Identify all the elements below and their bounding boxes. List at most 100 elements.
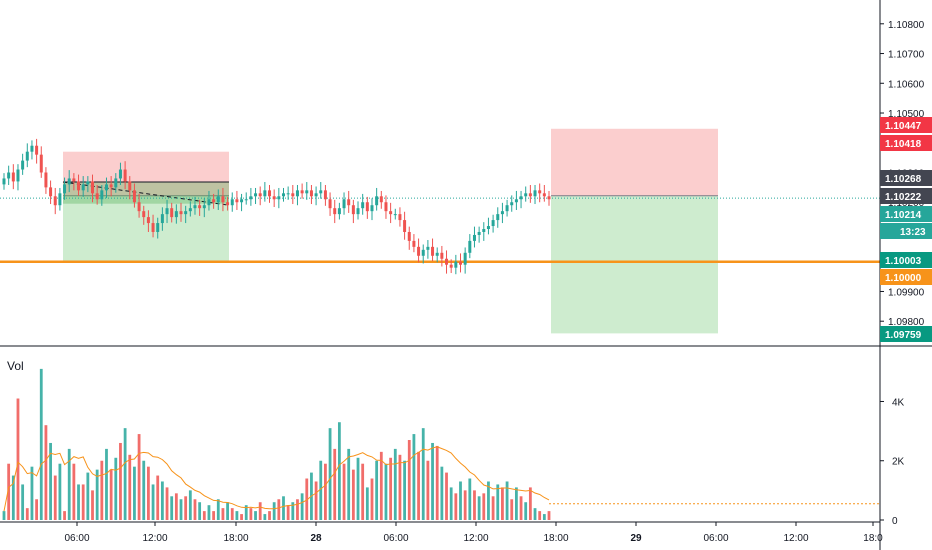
volume-bar — [370, 478, 374, 520]
volume-bar — [58, 463, 62, 520]
candle-body — [174, 211, 178, 218]
candle-body — [170, 208, 174, 218]
volume-bar — [77, 484, 80, 520]
candle-body — [202, 205, 206, 209]
candle-body — [314, 193, 318, 197]
candle-body — [384, 202, 388, 212]
volume-bar — [263, 514, 267, 520]
candle-body — [482, 229, 486, 232]
volume-bar — [258, 502, 262, 520]
volume-bar — [95, 469, 99, 520]
candle-body — [86, 181, 90, 185]
price-badge — [880, 223, 932, 239]
candle-body — [449, 264, 453, 268]
candle-body — [309, 190, 313, 197]
candle-body — [445, 258, 449, 265]
volume-bar — [300, 493, 304, 520]
price-badge — [880, 188, 932, 204]
volume-bar — [25, 508, 29, 520]
candle-body — [207, 199, 211, 206]
volume-bar — [2, 511, 6, 520]
volume-bar — [538, 511, 542, 520]
time-tick-label: 06:00 — [64, 533, 89, 544]
volume-bar — [7, 463, 11, 520]
time-tick-label: 29 — [630, 533, 642, 544]
volume-bar — [449, 487, 453, 520]
candle-body — [281, 193, 285, 197]
volume-tick-label: 0 — [892, 516, 898, 527]
candle-body — [109, 184, 113, 188]
candle-body — [421, 249, 425, 256]
volume-bar — [244, 505, 248, 520]
candle-body — [25, 151, 29, 161]
volume-bar — [510, 499, 514, 520]
candle-body — [426, 246, 430, 250]
price-badge-label: 1.09759 — [885, 330, 922, 341]
price-tick-label: 1.10600 — [888, 79, 925, 90]
candle-body — [193, 205, 197, 209]
price-badge-label: 1.10447 — [885, 121, 922, 132]
volume-bar — [86, 472, 90, 520]
candle-body — [151, 223, 155, 232]
volume-bar — [403, 460, 406, 520]
volume-bar — [198, 502, 202, 520]
candle-body — [249, 196, 253, 200]
candle-body — [184, 211, 188, 215]
candle-body — [212, 199, 216, 203]
volume-bar — [212, 511, 216, 520]
volume-bar — [277, 499, 281, 520]
candle-body — [53, 196, 57, 206]
volume-bar — [53, 475, 57, 520]
candle-body — [333, 208, 337, 215]
time-tick-label: 12:00 — [463, 533, 488, 544]
volume-bar — [119, 442, 122, 520]
candle-body — [365, 202, 369, 212]
candle-body — [263, 190, 267, 197]
volume-bar — [482, 493, 486, 520]
price-badge — [880, 252, 932, 268]
volume-bar — [240, 514, 243, 520]
candle-body — [431, 246, 435, 256]
volume-bar — [445, 472, 448, 520]
volume-bar — [226, 502, 229, 520]
candle-body — [160, 214, 164, 224]
candle-body — [389, 211, 393, 215]
volume-bar — [249, 508, 253, 520]
candle-body — [528, 193, 532, 197]
candle-body — [123, 169, 127, 182]
volume-tick-label: 4K — [892, 397, 905, 408]
candle-body — [328, 199, 332, 209]
candle-body — [542, 193, 546, 197]
volume-tick-label: 2K — [892, 457, 905, 468]
volume-bar — [375, 460, 379, 520]
candle-body — [67, 178, 71, 185]
candle-body — [2, 178, 6, 185]
candle-body — [319, 190, 323, 194]
volume-bar — [333, 448, 337, 520]
candle-body — [514, 199, 518, 203]
volume-bar — [384, 463, 388, 520]
candle-body — [519, 196, 523, 200]
volume-bar — [319, 460, 323, 520]
volume-bar — [268, 511, 271, 520]
volume-pane-title: Vol — [7, 359, 24, 373]
time-tick-label: 06:00 — [703, 533, 728, 544]
volume-bar — [342, 463, 346, 520]
volume-bar — [463, 490, 467, 520]
volume-bar — [519, 496, 523, 520]
position-target-zone — [63, 195, 229, 261]
volume-bar — [179, 499, 183, 520]
candle-body — [361, 202, 365, 209]
time-tick-label: 06:00 — [383, 533, 408, 544]
price-badge — [880, 206, 932, 222]
candle-body — [277, 196, 281, 200]
volume-bar — [160, 481, 164, 520]
candle-body — [403, 220, 407, 232]
volume-bar — [407, 440, 411, 520]
candle-body — [468, 240, 472, 253]
candle-body — [16, 169, 20, 182]
candle-body — [198, 205, 202, 209]
price-badge-label: 1.10418 — [885, 139, 922, 150]
candle-body — [21, 160, 25, 170]
